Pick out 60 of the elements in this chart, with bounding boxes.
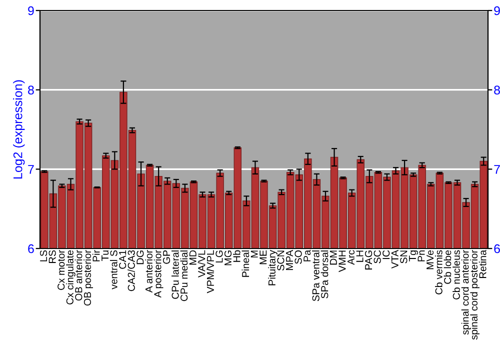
x-tick-label: Cb nucleus <box>452 250 460 300</box>
x-tick-label: MG <box>224 250 232 266</box>
x-tick-label: Cx motor <box>58 250 65 290</box>
x-tick-label: CPu lateral <box>171 250 179 299</box>
x-tick-label: Pn <box>418 250 425 262</box>
x-tick-label: A posterior <box>154 250 164 298</box>
x-tick-label: ventral S <box>110 250 118 290</box>
x-tick-label: VA/VL <box>198 250 206 278</box>
x-tick-label: M <box>250 250 258 258</box>
x-tick-label: VMH <box>338 250 346 272</box>
x-tick-label: Pa <box>304 250 311 262</box>
x-tick-label: CA1 <box>119 250 126 269</box>
x-tick-label: VPM/VPL <box>206 250 214 294</box>
x-tick-label: Pituitary <box>268 250 278 286</box>
x-tick-label: Pir <box>92 250 100 262</box>
x-tick-label: ME <box>260 250 267 264</box>
x-tick-label: Cb vermis <box>435 250 442 294</box>
y2-tick-label: 7 <box>494 165 500 174</box>
y-axis-title: Log2 (expression) <box>13 80 25 178</box>
x-tick-label: IC <box>382 250 390 259</box>
x-tick-label: Cb lobe <box>444 250 452 284</box>
x-tick-label: CPu medial <box>180 250 188 302</box>
y-tick-label: 8 <box>28 86 34 94</box>
x-tick-label: CA2/CA3 <box>128 250 135 292</box>
x-tick-label: Tu <box>102 250 109 261</box>
x-tick-label: GP <box>162 250 170 264</box>
x-tick-label: A anterior <box>145 250 152 293</box>
x-tick-label: MD <box>189 250 196 265</box>
y2-tick-label: 6 <box>494 244 500 254</box>
y-tick-label: 9 <box>28 6 34 16</box>
x-tick-label: Pineal <box>242 250 250 277</box>
x-tick-label: OB anterior <box>74 250 82 301</box>
x-tick-label: DM <box>330 250 337 265</box>
x-tick-label: SC <box>374 250 381 264</box>
x-tick-label: Arc <box>348 250 355 265</box>
y2-tick-label: 8 <box>494 86 500 94</box>
x-tick-label: VTA <box>391 250 398 269</box>
x-tick-label: SPa dorsal <box>320 250 328 298</box>
x-tick-label: Cx cingulate <box>66 250 76 304</box>
x-tick-label: SO <box>294 250 302 264</box>
y-tick-label: 7 <box>28 165 34 174</box>
x-tick-label: Hb <box>232 250 240 262</box>
x-tick-label: MVe <box>426 250 434 270</box>
x-tick-label: LG <box>216 250 223 262</box>
x-tick-label: DG <box>136 250 144 264</box>
x-tick-label: LS <box>40 250 48 262</box>
x-tick-label: LH <box>356 250 364 262</box>
x-tick-label: Retina <box>478 250 486 278</box>
x-tick-label: RS <box>48 250 56 263</box>
x-tick-label: SPa ventral <box>312 250 320 302</box>
x-tick-label: OB posterior <box>84 250 93 306</box>
x-tick-label: spinal cord anterior <box>461 250 471 335</box>
x-tick-label: Tg <box>409 250 418 262</box>
y-tick-label: 6 <box>28 244 34 254</box>
x-tick-label: PAG <box>365 250 372 270</box>
x-tick-label: SCN <box>277 250 284 271</box>
x-tick-label: SN <box>400 250 408 264</box>
x-tick-label: MPA <box>286 250 293 270</box>
y2-tick-label: 9 <box>494 6 500 16</box>
x-tick-label: spinal cord posterior <box>470 250 480 340</box>
